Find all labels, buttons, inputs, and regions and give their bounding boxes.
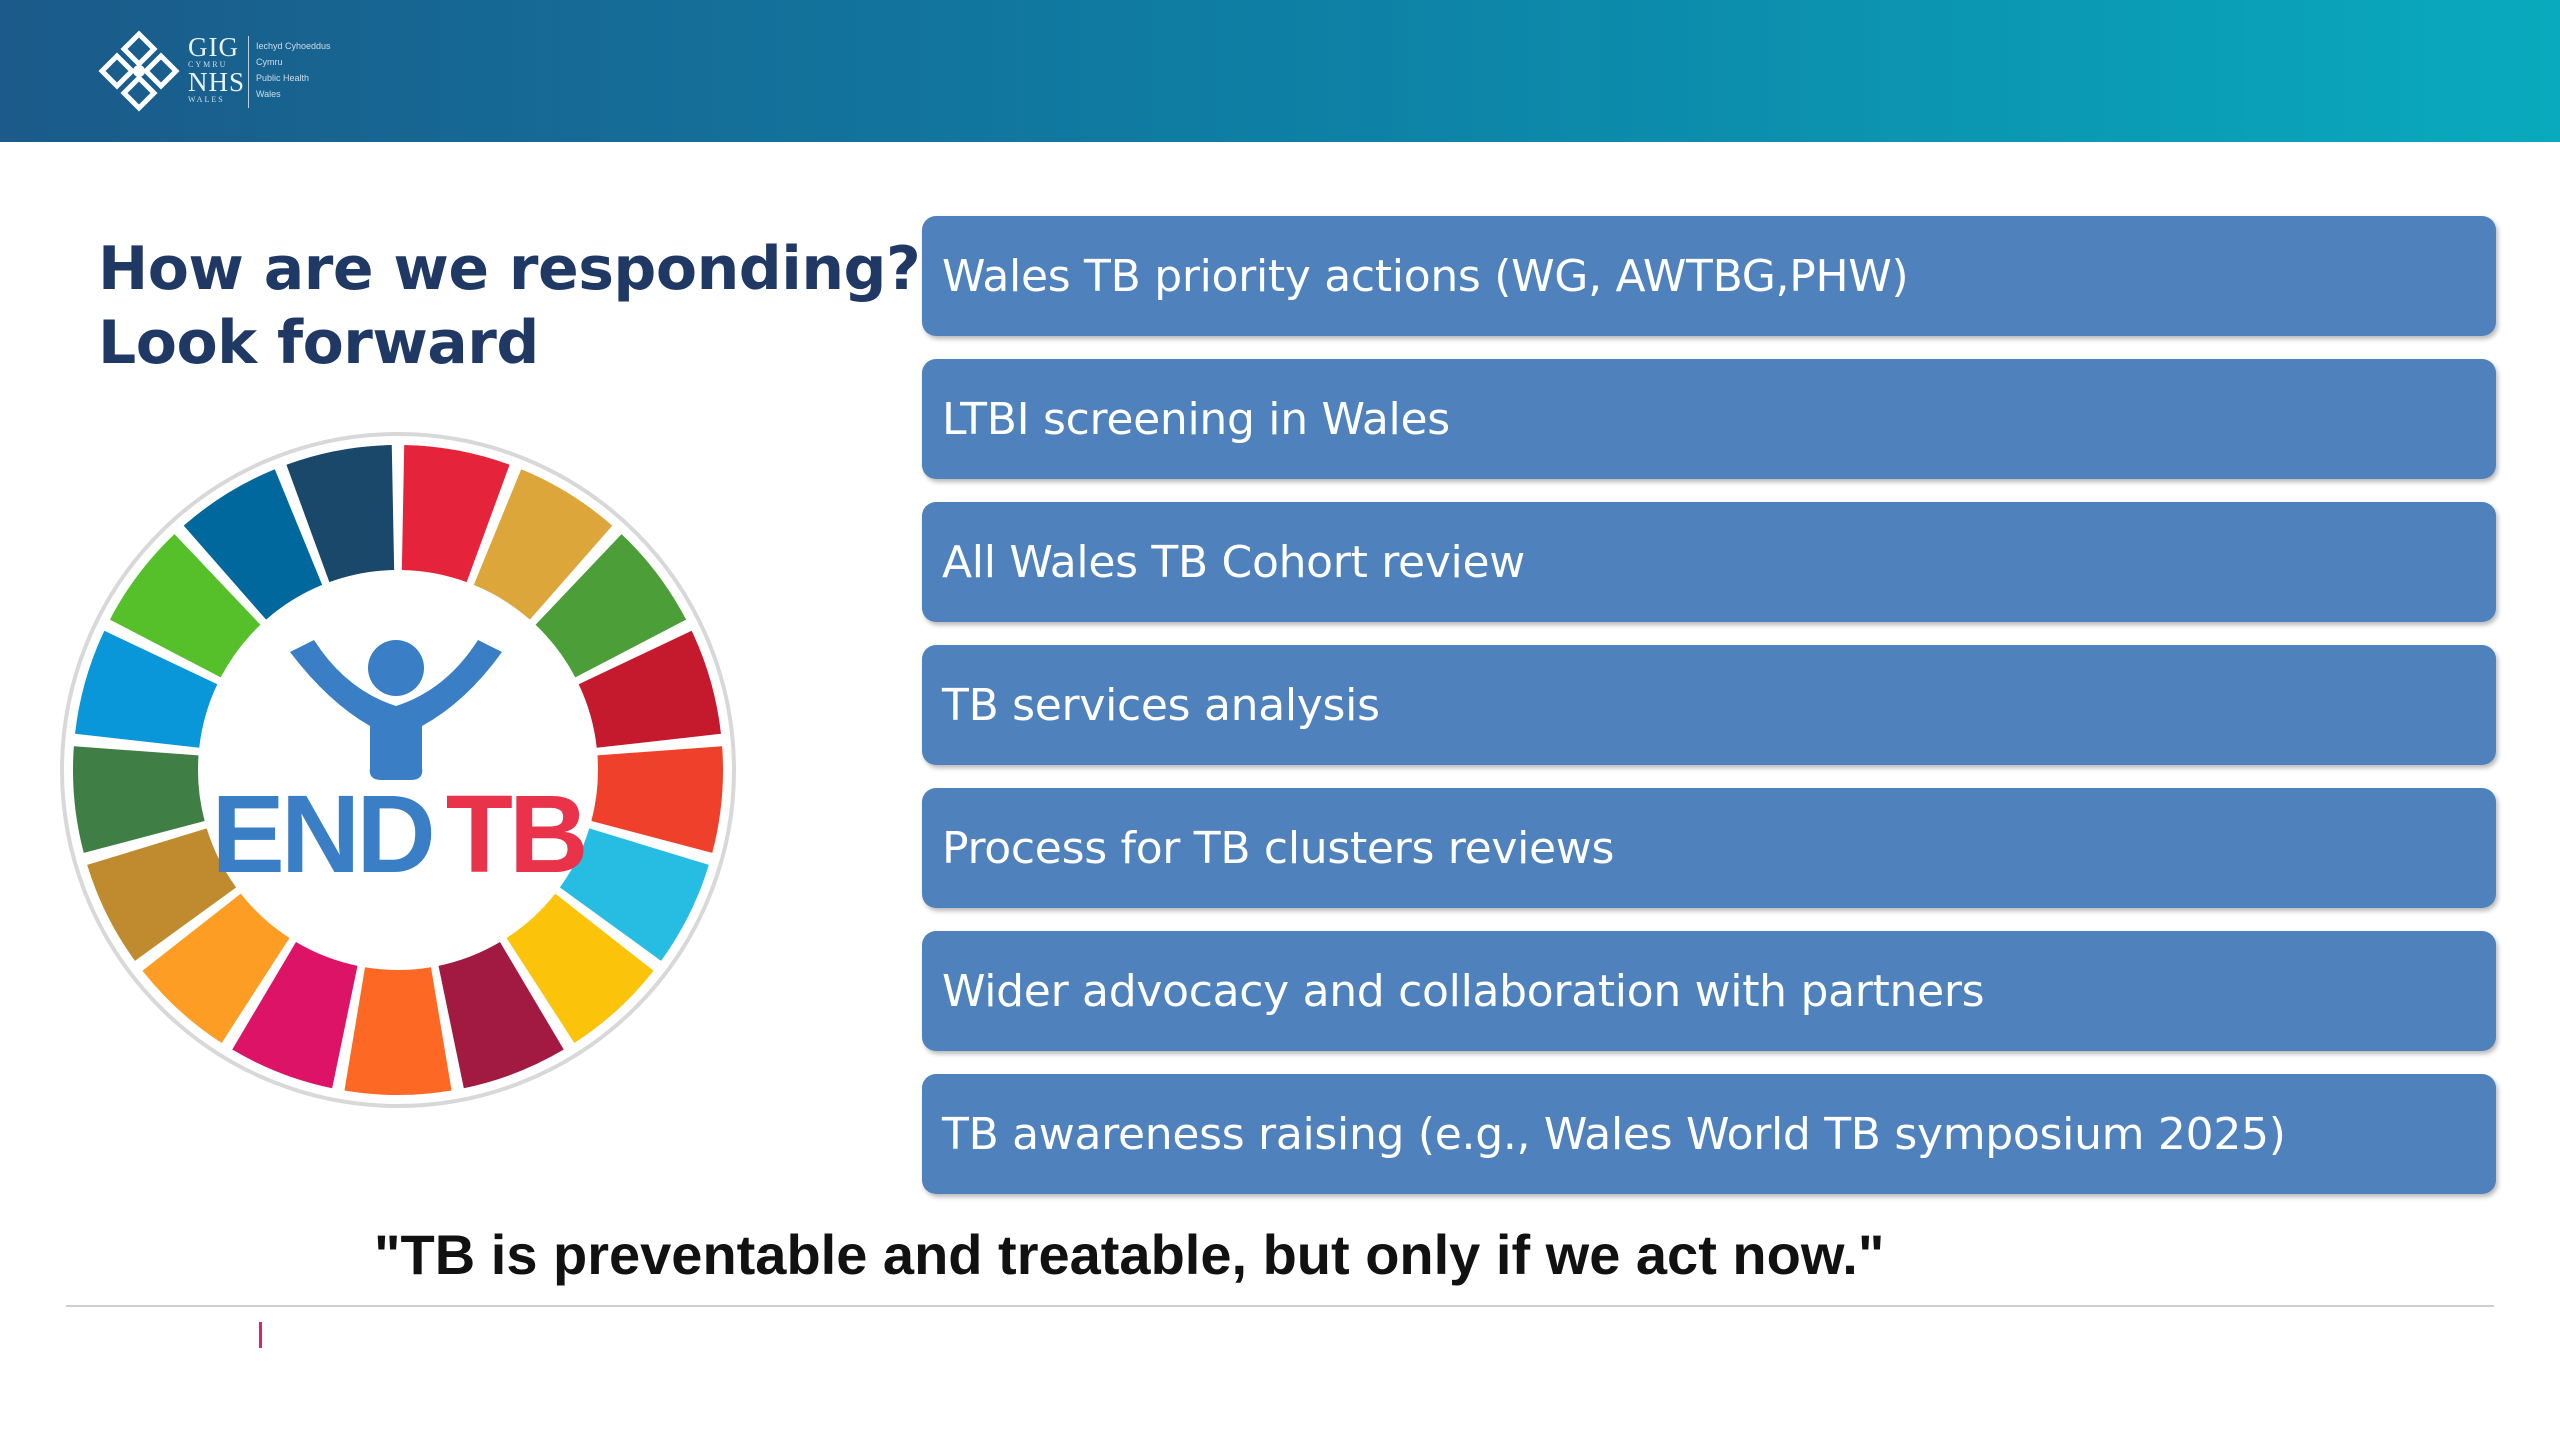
logo-org-name: Iechyd Cyhoeddus Cymru Public Health Wal…: [256, 38, 396, 102]
logo-wales: WALES: [188, 95, 225, 104]
action-item: TB awareness raising (e.g., Wales World …: [922, 1074, 2496, 1194]
closing-quote: "TB is preventable and treatable, but on…: [374, 1223, 1885, 1286]
logo-cymru: CYMRU: [188, 60, 228, 69]
nhs-wales-logo: GIG CYMRU NHS WALES Iechyd Cyhoeddus Cym…: [96, 28, 396, 114]
emblem-segment: [183, 469, 323, 620]
footer-accent-mark: [259, 1322, 262, 1348]
logo-org-line: Cymru: [256, 57, 283, 67]
phw-knot-icon: [98, 30, 180, 112]
logo-divider: [248, 36, 249, 108]
slide-title-line2: Look forward: [98, 308, 539, 378]
emblem-segment: [578, 630, 721, 748]
logo-nhs: NHS: [188, 67, 246, 97]
emblem-segment: [87, 828, 237, 961]
emblem-tb-text: TB: [446, 773, 585, 896]
emblem-segment: [535, 534, 687, 678]
logo-gig: GIG: [188, 32, 239, 62]
emblem-segment: [344, 967, 452, 1095]
logo-org-line: Wales: [256, 89, 281, 99]
emblem-segment: [142, 893, 290, 1043]
emblem-segment: [591, 746, 723, 853]
logo-wordmark: GIG CYMRU NHS WALES: [188, 34, 245, 104]
footer-divider: [66, 1305, 2494, 1307]
emblem-end-text: END: [212, 773, 432, 896]
emblem-segment: [232, 942, 358, 1089]
emblem-segment: [286, 445, 395, 583]
action-item: Process for TB clusters reviews: [922, 788, 2496, 908]
action-item: Wider advocacy and collaboration with pa…: [922, 931, 2496, 1051]
action-list: Wales TB priority actions (WG, AWTBG,PHW…: [922, 216, 2496, 1217]
emblem-segment: [473, 469, 613, 620]
emblem-segment: [559, 828, 709, 961]
action-item: LTBI screening in Wales: [922, 359, 2496, 479]
emblem-segments: [73, 445, 723, 1095]
action-item: Wales TB priority actions (WG, AWTBG,PHW…: [922, 216, 2496, 336]
slide-title: How are we responding? Look forward: [98, 232, 921, 380]
emblem-segment: [401, 445, 510, 583]
logo-org-line: Public Health: [256, 73, 310, 83]
person-icon: [290, 640, 502, 780]
action-item: All Wales TB Cohort review: [922, 502, 2496, 622]
slide-title-line1: How are we responding?: [98, 234, 921, 304]
end-tb-emblem: END TB: [60, 432, 736, 1108]
emblem-segment: [438, 942, 564, 1089]
emblem-segment: [75, 630, 218, 748]
emblem-segment: [73, 746, 205, 853]
header-banner: GIG CYMRU NHS WALES Iechyd Cyhoeddus Cym…: [0, 0, 2560, 142]
emblem-segment: [109, 534, 261, 678]
logo-org-line: Iechyd Cyhoeddus: [256, 41, 331, 51]
action-item: TB services analysis: [922, 645, 2496, 765]
emblem-segment: [506, 893, 654, 1043]
